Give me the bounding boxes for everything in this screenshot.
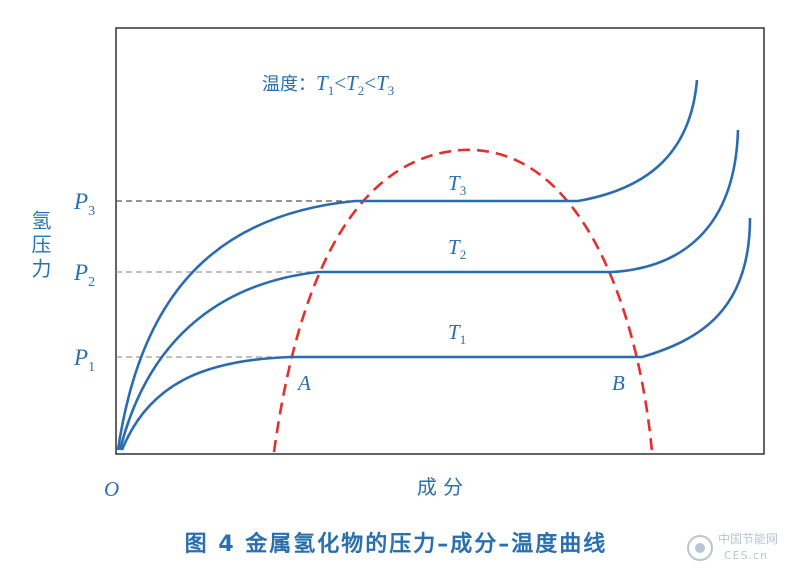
- watermark-logo-icon: [687, 535, 713, 561]
- two-phase-dome: [272, 148, 654, 453]
- legend-t1: T: [316, 71, 329, 95]
- pressure-label-p1: P1: [73, 345, 95, 375]
- y-axis-label: 氢压力: [28, 210, 52, 282]
- point-label-b: B: [612, 371, 625, 395]
- origin-label: O: [104, 477, 119, 501]
- legend-prefix: 温度：: [262, 74, 316, 95]
- legend-lt2: <: [364, 71, 376, 95]
- plot-frame: [115, 27, 765, 455]
- curve-label-t3: T3: [448, 171, 466, 198]
- figure-caption: 图 4 金属氢化物的压力–成分–温度曲线: [185, 531, 608, 557]
- legend-t2-sub: 2: [358, 83, 365, 98]
- isotherm-t3: [116, 79, 699, 451]
- watermark: 中国节能网 CES.cn: [687, 531, 778, 562]
- legend-t3-sub: 3: [388, 83, 395, 98]
- isotherm-t1: [120, 217, 752, 451]
- watermark-url: CES.cn: [724, 549, 768, 562]
- pressure-label-p2: P2: [73, 260, 95, 290]
- point-label-a: A: [296, 371, 311, 395]
- curve-label-t1: T1: [448, 320, 466, 347]
- curve-label-t2: T2: [448, 235, 466, 262]
- legend-t2: T: [346, 71, 359, 95]
- watermark-cn: 中国节能网: [718, 531, 778, 546]
- legend-t1-sub: 1: [328, 83, 335, 98]
- legend-t3: T: [376, 71, 389, 95]
- x-axis-label: 成 分: [417, 475, 463, 499]
- legend-lt1: <: [334, 71, 346, 95]
- pressure-label-p3: P3: [73, 189, 95, 219]
- isotherm-t2: [118, 129, 740, 451]
- legend: 温度：T1<T2<T3: [262, 71, 394, 98]
